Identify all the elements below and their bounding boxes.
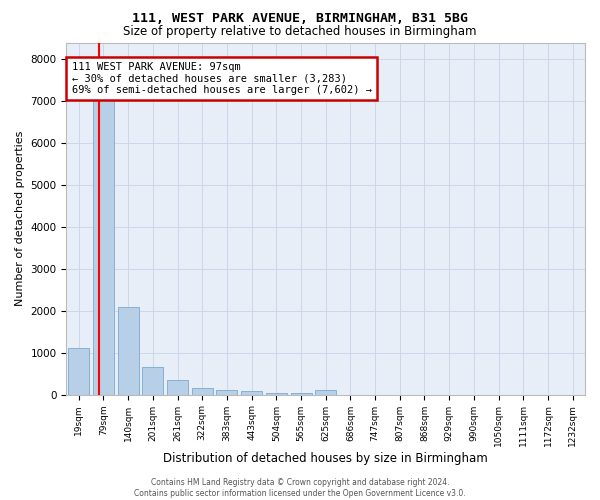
Bar [315, 390, 336, 394]
Bar [167, 380, 188, 394]
Bar [142, 368, 163, 394]
Bar [118, 306, 139, 394]
X-axis label: Distribution of detached houses by size in Birmingham: Distribution of detached houses by size … [163, 452, 488, 465]
Bar [290, 392, 311, 394]
Text: Size of property relative to detached houses in Birmingham: Size of property relative to detached ho… [123, 25, 477, 38]
Bar [241, 392, 262, 394]
Bar [93, 80, 114, 394]
Bar [68, 348, 89, 395]
Text: 111, WEST PARK AVENUE, BIRMINGHAM, B31 5BG: 111, WEST PARK AVENUE, BIRMINGHAM, B31 5… [132, 12, 468, 26]
Bar [217, 390, 238, 394]
Text: Contains HM Land Registry data © Crown copyright and database right 2024.
Contai: Contains HM Land Registry data © Crown c… [134, 478, 466, 498]
Bar [192, 388, 213, 394]
Text: 111 WEST PARK AVENUE: 97sqm
← 30% of detached houses are smaller (3,283)
69% of : 111 WEST PARK AVENUE: 97sqm ← 30% of det… [71, 62, 371, 95]
Bar [266, 392, 287, 394]
Y-axis label: Number of detached properties: Number of detached properties [15, 131, 25, 306]
